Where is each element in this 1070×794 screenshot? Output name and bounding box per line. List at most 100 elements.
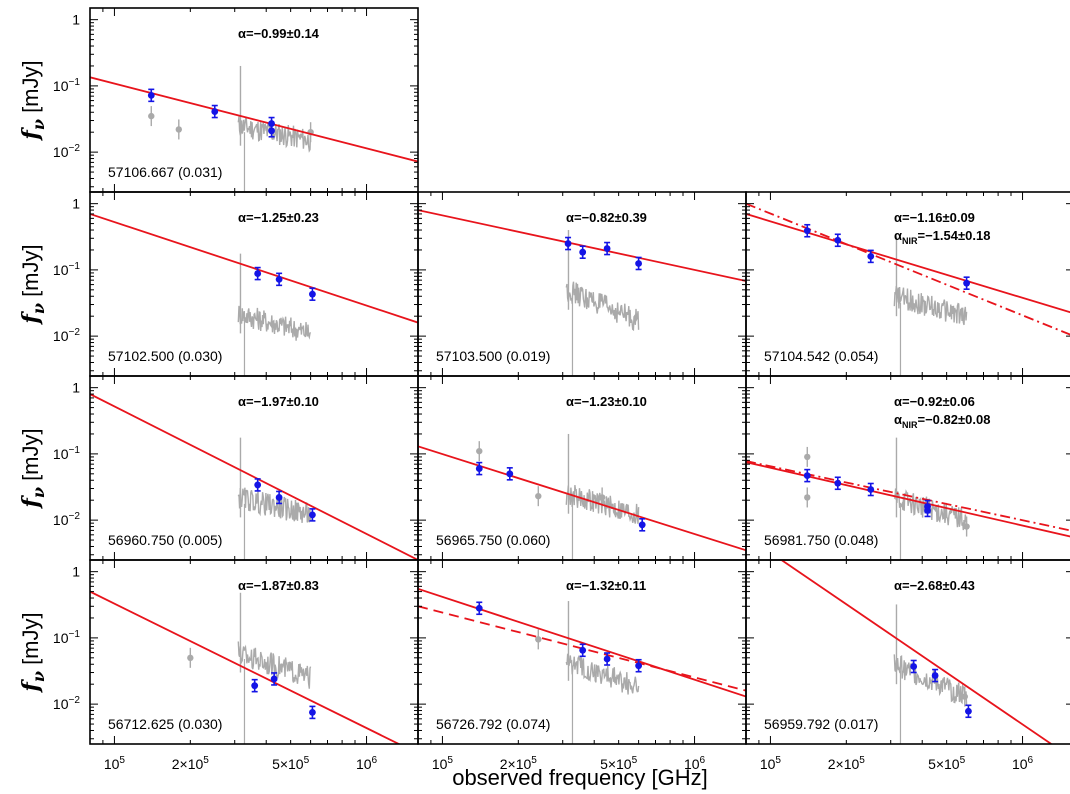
powerlaw-fit-line <box>90 393 418 560</box>
blue-point <box>803 227 811 235</box>
spectrum-trace <box>237 487 312 523</box>
gray-point <box>963 523 970 530</box>
blue-point <box>475 465 483 472</box>
y-tick-label: 10−1 <box>53 629 80 646</box>
blue-point <box>268 127 275 135</box>
alpha-nir-annotation: αNIR=−1.54±0.18 <box>894 228 990 246</box>
x-tick-label: 105 <box>104 755 126 772</box>
epoch-label: 56960.750 (0.005) <box>108 532 222 548</box>
blue-point <box>564 240 572 247</box>
blue-point <box>309 708 316 716</box>
panel-4: α=−1.97±0.10 56960.750 (0.005) <box>89 375 419 561</box>
nir-fit-line <box>746 202 1070 336</box>
y-tick-label: 10−1 <box>53 261 80 278</box>
panel-8: α=−1.32±0.11 56726.792 (0.074) <box>417 559 747 745</box>
blue-point <box>579 248 587 256</box>
blue-point <box>211 108 219 115</box>
spectrum-trace <box>893 285 968 326</box>
x-axis-label: observed frequency [GHz] <box>452 765 708 790</box>
powerlaw-fit-line <box>90 213 418 324</box>
y-axis-label: fν [mJy] <box>18 612 48 693</box>
gray-point <box>476 447 483 455</box>
spectrum-trace <box>237 116 312 153</box>
axis-labels: observed frequency [GHz] 1 10−1 10−2 fν [mJ… <box>18 12 1034 790</box>
blue-point <box>579 646 587 654</box>
panel-frame <box>745 559 1070 745</box>
panel-plot-area <box>418 588 746 744</box>
panels: α=−0.99±0.14 57106.667 (0.031) α=−1.25±0.2… <box>89 7 1070 745</box>
x-tick-label: 2×105 <box>172 755 210 772</box>
blue-point <box>309 511 316 519</box>
blue-point <box>475 604 483 612</box>
panel-9: α=−2.68±0.43 56959.792 (0.017) <box>745 559 1070 745</box>
y-tick-label: 1 <box>72 564 80 580</box>
epoch-label: 57102.500 (0.030) <box>108 348 222 364</box>
panel-plot-area <box>779 560 1052 744</box>
gray-point <box>598 494 606 501</box>
y-tick-label: 10−2 <box>53 143 80 160</box>
blue-point <box>638 521 646 529</box>
blue-point <box>867 486 875 493</box>
powerlaw-fit-line <box>90 76 418 163</box>
y-tick-label: 1 <box>72 380 80 396</box>
blue-point <box>635 260 643 267</box>
x-tick-label: 105 <box>432 755 454 772</box>
panel-plot-area <box>418 209 746 376</box>
epoch-label: 57104.542 (0.054) <box>764 348 878 364</box>
blue-point <box>309 290 316 298</box>
panel-plot-area <box>90 213 418 376</box>
x-tick-label: 5×105 <box>272 755 310 772</box>
y-tick-label: 1 <box>72 196 80 212</box>
blue-point <box>147 91 155 99</box>
powerlaw-fit-line <box>779 560 1052 744</box>
x-tick-label: 106 <box>684 755 706 772</box>
alpha-annotation: α=−1.23±0.10 <box>566 394 647 409</box>
y-tick-label: 10−2 <box>53 327 80 344</box>
x-tick-label: 2×105 <box>828 755 866 772</box>
blue-point <box>965 707 972 715</box>
y-axis-label: fν [mJy] <box>18 428 48 509</box>
panel-3: α=−1.16±0.09 αNIR=−1.54±0.18 57104.542 (0.… <box>745 191 1070 377</box>
spectrum-trace <box>893 654 968 706</box>
blue-point <box>867 252 875 260</box>
gray-point <box>804 494 811 501</box>
blue-point <box>963 279 971 287</box>
epoch-label: 56959.792 (0.017) <box>764 716 878 732</box>
x-tick-label: 2×105 <box>500 755 538 772</box>
powerlaw-fit-line <box>746 213 1070 314</box>
gray-point <box>535 492 542 500</box>
blue-point <box>931 672 939 679</box>
panel-7: α=−1.87±0.83 56712.625 (0.030) <box>89 559 419 745</box>
blue-point <box>275 275 283 283</box>
spectrum-trace <box>565 281 640 332</box>
blue-point <box>603 655 611 663</box>
panel-6: α=−0.92±0.06 αNIR=−0.82±0.08 56981.750 (0.… <box>745 375 1070 561</box>
x-tick-label: 106 <box>1012 755 1034 772</box>
panel-1: α=−1.25±0.23 57102.500 (0.030) <box>89 191 419 377</box>
alpha-annotation: α=−1.87±0.83 <box>238 578 319 593</box>
y-axis-label: fν [mJy] <box>18 60 48 141</box>
powerlaw-fit-line <box>418 445 746 552</box>
panel-0: α=−0.99±0.14 57106.667 (0.031) <box>89 7 419 193</box>
alpha-annotation: α=−2.68±0.43 <box>894 578 975 593</box>
powerlaw-fit-line <box>418 588 746 698</box>
epoch-label: 56981.750 (0.048) <box>764 532 878 548</box>
powerlaw-fit-line <box>90 590 401 744</box>
x-tick-label: 105 <box>760 755 782 772</box>
alpha-annotation: α=−0.82±0.39 <box>566 210 647 225</box>
y-axis-label: fν [mJy] <box>18 244 48 325</box>
panel-2: α=−0.82±0.39 57103.500 (0.019) <box>417 191 747 377</box>
y-tick-label: 10−1 <box>53 445 80 462</box>
epoch-label: 57103.500 (0.019) <box>436 348 550 364</box>
alpha-annotation: α=−1.97±0.10 <box>238 394 319 409</box>
blue-point <box>251 682 259 690</box>
panel-plot-area <box>418 433 746 560</box>
blue-point <box>834 236 842 244</box>
panel-5: α=−1.23±0.10 56965.750 (0.060) <box>417 375 747 561</box>
gray-point <box>175 126 182 133</box>
blue-point <box>603 245 611 252</box>
panel-plot-area <box>90 590 401 744</box>
epoch-label: 56712.625 (0.030) <box>108 716 222 732</box>
y-tick-label: 10−2 <box>53 695 80 712</box>
